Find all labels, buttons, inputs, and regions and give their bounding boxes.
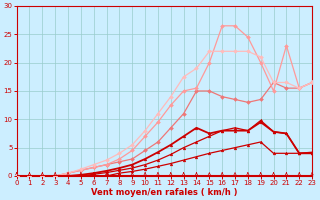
X-axis label: Vent moyen/en rafales ( km/h ): Vent moyen/en rafales ( km/h ) bbox=[91, 188, 238, 197]
